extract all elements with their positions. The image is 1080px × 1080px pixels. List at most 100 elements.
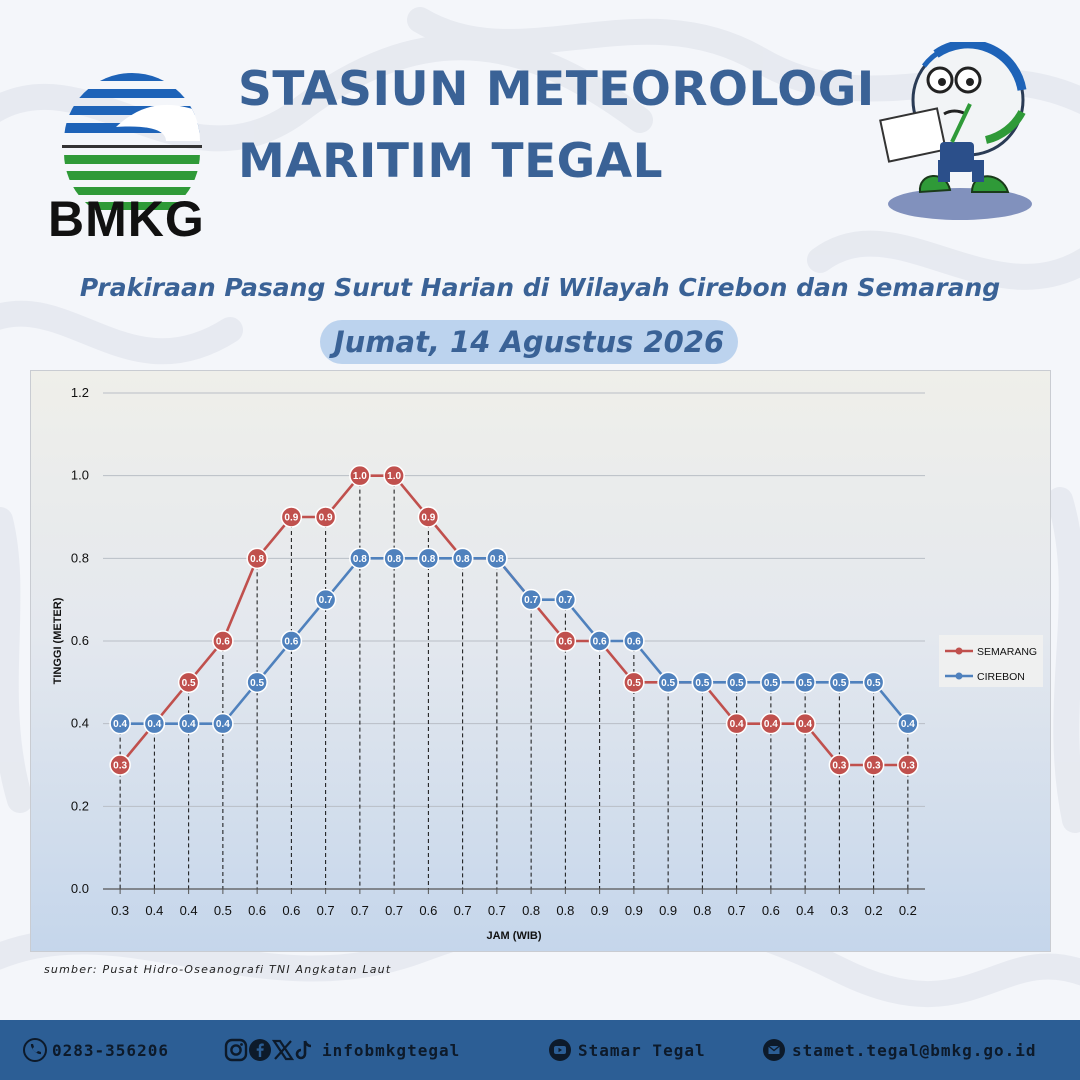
legend-swatch-marker <box>955 672 963 680</box>
legend-swatch-marker <box>955 647 963 655</box>
x-tick-label: 0.4 <box>145 903 163 918</box>
data-label-semarang: 0.6 <box>216 637 230 648</box>
data-point-semarang <box>554 630 577 652</box>
data-point-cirebon <box>691 671 714 694</box>
data-label-cirebon: 0.7 <box>558 595 572 606</box>
data-point-semarang <box>828 754 851 776</box>
footer-social[interactable]: infobmkgtegal <box>224 1032 460 1068</box>
data-label-semarang: 0.9 <box>284 513 298 524</box>
axes: 0.00.20.40.60.81.01.20.3 0.4 0.4 0.5 0.6 0.6 0… <box>71 385 925 918</box>
footer-email[interactable]: stamet.tegal@bmkg.go.id <box>762 1032 1037 1068</box>
data-point-cirebon <box>520 588 542 611</box>
series-lines <box>119 474 909 767</box>
data-point-cirebon <box>143 712 166 735</box>
x-tick-label: 0.6 <box>282 903 300 918</box>
station-title-line1: STASIUN METEOROLOGI <box>238 62 875 117</box>
data-point-semarang <box>280 506 303 528</box>
data-label-semarang: 0.5 <box>182 678 196 689</box>
data-label-cirebon: 0.4 <box>147 719 161 730</box>
data-point-cirebon <box>486 547 508 570</box>
grid-lines <box>103 392 925 807</box>
x-tick-label: 0.6 <box>762 903 780 918</box>
data-label-cirebon: 0.8 <box>353 554 367 565</box>
data-label-cirebon: 0.8 <box>421 554 435 565</box>
instagram-icon[interactable] <box>224 1038 248 1062</box>
y-tick-label: 0.6 <box>71 633 89 648</box>
data-label-semarang: 0.3 <box>867 761 881 772</box>
x-tick-label: 0.7 <box>385 903 403 918</box>
email-address: stamet.tegal@bmkg.go.id <box>792 1040 1037 1060</box>
facebook-icon[interactable] <box>248 1038 272 1062</box>
data-point-cirebon <box>828 671 851 694</box>
data-point-cirebon <box>725 671 748 694</box>
data-point-cirebon <box>280 630 303 652</box>
youtube-channel: Stamar Tegal <box>578 1040 706 1060</box>
y-tick-label: 1.2 <box>71 385 89 400</box>
data-label-semarang: 0.5 <box>627 678 641 689</box>
data-point-cirebon <box>451 547 474 570</box>
x-tick-label: 0.6 <box>248 903 266 918</box>
data-label-cirebon: 0.8 <box>490 554 504 565</box>
phone-number: 0283-356206 <box>52 1040 169 1060</box>
data-point-semarang <box>623 671 645 694</box>
data-point-semarang <box>177 671 200 694</box>
x-tick-label: 0.9 <box>659 903 677 918</box>
data-point-cirebon <box>246 671 268 694</box>
y-tick-label: 0.4 <box>71 716 89 731</box>
x-tick-label: 0.9 <box>625 903 643 918</box>
footer-phone[interactable]: 0283-356206 <box>22 1032 169 1068</box>
x-tick-label: 0.9 <box>591 903 609 918</box>
data-label-semarang: 0.4 <box>730 719 744 730</box>
data-label-semarang: 1.0 <box>353 471 367 482</box>
data-point-cirebon <box>760 671 782 694</box>
data-point-cirebon <box>794 671 816 694</box>
data-point-cirebon <box>109 712 131 735</box>
x-tick-label: 0.8 <box>522 903 540 918</box>
data-point-semarang <box>314 506 337 528</box>
data-point-cirebon <box>554 588 577 611</box>
data-label-cirebon: 0.4 <box>901 719 915 730</box>
data-point-semarang <box>862 754 885 776</box>
x-tick-label: 0.7 <box>317 903 335 918</box>
data-label-cirebon: 0.6 <box>593 637 607 648</box>
data-label-semarang: 0.6 <box>558 637 572 648</box>
legend-label: SEMARANG <box>977 646 1037 658</box>
social-handle: infobmkgtegal <box>322 1040 461 1060</box>
data-point-cirebon <box>862 671 885 694</box>
data-label-cirebon: 0.5 <box>867 678 881 689</box>
data-point-semarang <box>383 464 405 487</box>
y-tick-label: 1.0 <box>71 468 89 483</box>
data-label-cirebon: 0.6 <box>284 637 298 648</box>
data-point-cirebon <box>588 630 611 652</box>
x-tick-label: 0.7 <box>351 903 369 918</box>
x-icon[interactable] <box>272 1039 294 1061</box>
x-tick-label: 0.5 <box>214 903 232 918</box>
tiktok-icon[interactable] <box>294 1039 314 1061</box>
y-tick-label: 0.0 <box>71 881 89 896</box>
data-point-cirebon <box>417 547 440 570</box>
data-point-cirebon <box>177 712 200 735</box>
data-point-semarang <box>794 712 816 735</box>
data-point-semarang <box>417 506 440 528</box>
footer-bar <box>0 1020 1080 1080</box>
data-label-cirebon: 0.5 <box>764 678 778 689</box>
footer-youtube[interactable]: Stamar Tegal <box>548 1032 706 1068</box>
legend-label: CIREBON <box>977 671 1025 683</box>
data-label-cirebon: 0.5 <box>250 678 264 689</box>
data-label-semarang: 0.3 <box>113 761 127 772</box>
drop-lines <box>119 475 909 889</box>
data-point-cirebon <box>657 671 679 694</box>
data-point-semarang <box>897 754 919 776</box>
data-label-semarang: 0.9 <box>319 513 333 524</box>
x-tick-label: 0.3 <box>830 903 848 918</box>
station-title-line2: MARITIM TEGAL <box>238 134 664 189</box>
mail-icon <box>763 1039 785 1061</box>
data-label-cirebon: 0.5 <box>798 678 812 689</box>
data-label-cirebon: 0.4 <box>113 719 127 730</box>
x-tick-label: 0.3 <box>111 903 129 918</box>
data-label-cirebon: 0.7 <box>524 595 538 606</box>
y-axis-title: TINGGI (METER) <box>52 597 64 684</box>
tide-chart-svg: 0.00.20.40.60.81.01.20.3 0.4 0.4 0.5 0.6 0.6 0… <box>52 385 1043 942</box>
data-label-semarang: 1.0 <box>387 471 401 482</box>
data-label-semarang: 0.3 <box>832 761 846 772</box>
